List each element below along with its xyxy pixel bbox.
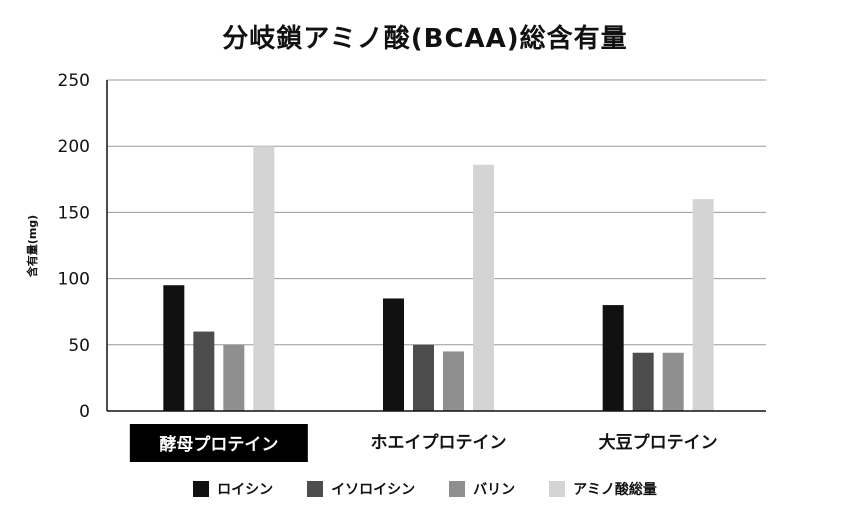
bars <box>163 146 714 411</box>
y-tick-label: 150 <box>58 203 90 223</box>
bar <box>163 285 185 411</box>
bar <box>692 199 714 411</box>
y-axis-label: 含有量(mg) <box>25 215 39 278</box>
x-category-label: 大豆プロテイン <box>599 432 718 453</box>
legend-label: バリン <box>473 482 516 498</box>
bar <box>223 344 245 411</box>
chart-title: 分岐鎖アミノ酸(BCAA)総含有量 <box>222 24 628 54</box>
legend-item: アミノ酸総量 <box>549 479 657 499</box>
legend-swatch <box>307 481 324 497</box>
y-tick-label: 200 <box>58 137 90 157</box>
axes <box>106 80 766 412</box>
bar <box>413 344 434 411</box>
bar <box>473 164 494 411</box>
bar <box>383 298 404 411</box>
legend-item: イソロイシン <box>307 479 415 499</box>
bar <box>253 146 275 411</box>
bar <box>662 352 684 411</box>
y-tick-label: 250 <box>58 71 90 91</box>
legend-swatch <box>193 481 210 497</box>
legend-label: イソロイシン <box>331 482 416 498</box>
y-axis-ticks: 0 50 100 150 200 250 <box>58 71 90 422</box>
y-tick-label: 0 <box>79 402 90 422</box>
bar <box>443 351 464 411</box>
legend-item: ロイシン <box>193 479 273 499</box>
bar <box>602 305 624 411</box>
bar <box>193 331 215 411</box>
category-labels: 酵母プロテイン ホエイプロテイン 大豆プロテイン <box>129 424 718 462</box>
legend-swatch <box>549 481 566 497</box>
legend-swatch <box>449 481 466 497</box>
x-category-label: ホエイプロテイン <box>371 432 507 453</box>
y-tick-label: 50 <box>68 336 90 356</box>
gridlines <box>107 79 766 346</box>
y-tick-label: 100 <box>58 270 90 290</box>
legend-label: アミノ酸総量 <box>573 482 657 498</box>
legend-label: ロイシン <box>217 482 274 498</box>
legend: ロイシン イソロイシン バリン アミノ酸総量 <box>0 479 850 499</box>
legend-item: バリン <box>449 479 515 499</box>
x-category-label: 酵母プロテイン <box>159 434 278 455</box>
category-highlight <box>129 424 308 462</box>
bar <box>632 352 654 411</box>
